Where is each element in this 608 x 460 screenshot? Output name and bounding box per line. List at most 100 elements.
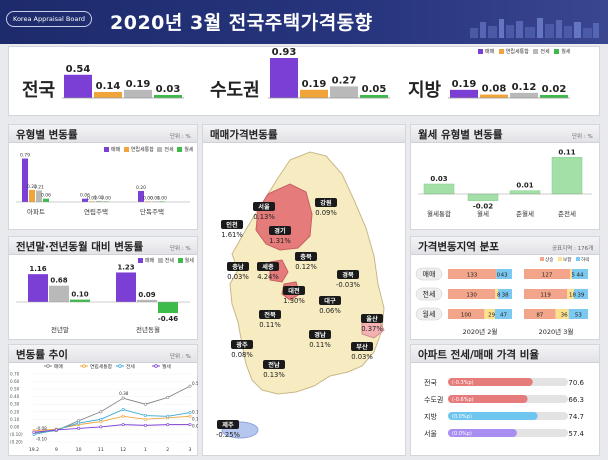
trend-x-tick: 10	[76, 447, 82, 453]
trend-point	[166, 423, 170, 427]
trend-point	[188, 414, 192, 418]
summary-bar	[270, 58, 298, 98]
dist-segment-label: 8	[497, 293, 501, 299]
map-region-name: 전북	[264, 311, 276, 319]
brand-badge: Korea Appraisal Board	[6, 11, 92, 27]
map-region-value: -0.03%	[336, 281, 361, 289]
dist-row-label: 매매	[423, 271, 436, 279]
prev-bar	[158, 302, 178, 314]
map-region-badge	[217, 420, 239, 429]
legend-label-jeonse: 전세	[164, 147, 174, 153]
trend-point	[143, 402, 147, 406]
summary-bar	[300, 89, 328, 98]
legend-label-jeonse: 전세	[164, 258, 174, 264]
type-bar	[82, 198, 88, 202]
ratio-fill	[448, 378, 533, 386]
monthly-bar	[551, 157, 583, 195]
legend-label-row: 연립세통합	[130, 147, 154, 153]
summary-bar	[510, 92, 538, 98]
map-panel-title: 매매가격변동률	[210, 129, 278, 141]
ratio-fill	[448, 395, 528, 403]
summary-region-name: 전국	[22, 80, 55, 101]
ratio-change: (-0.6%p)	[452, 397, 474, 403]
map-panel-header	[203, 125, 405, 143]
map-region-name: 경북	[342, 271, 354, 279]
type-bar-label: 0.00	[101, 195, 111, 201]
ratio-value: 70.6	[568, 379, 584, 387]
monthly-bar-label: -0.02	[473, 203, 493, 211]
dist-segment	[448, 309, 485, 319]
dist-segment-label: 5	[571, 273, 575, 279]
prev-category-label: 전년동월	[136, 325, 160, 334]
map-region-value: 1.30%	[283, 297, 305, 305]
trend-legend-label: 월세	[162, 363, 171, 370]
map-region-badge	[295, 252, 317, 261]
trend-x-tick: 1	[144, 447, 147, 453]
type-bar	[22, 158, 28, 202]
type-bar	[96, 200, 102, 202]
map-region-name: 제주	[222, 421, 234, 429]
type-bar	[103, 201, 109, 202]
dist-segment-label: 127	[542, 273, 553, 279]
trend-point	[166, 414, 170, 418]
dist-row-label: 월세	[423, 310, 436, 319]
legend-label-monthly: 월세	[561, 49, 571, 55]
map-region-badge	[263, 360, 285, 369]
dist-segment-label: 47	[500, 313, 507, 319]
legend-swatch-row	[123, 147, 129, 152]
type-bar-label: 0.20	[136, 185, 146, 191]
monthly-bar	[467, 193, 499, 201]
map-region-badge	[283, 286, 305, 295]
monthly-category-label: 월세	[477, 209, 489, 218]
dist-segment-label: 39	[577, 293, 584, 299]
prev-bar-label: 1.23	[117, 263, 134, 271]
type-panel-unit: 단위 : %	[170, 134, 191, 140]
prev-legend: 매매 전세 월세	[138, 257, 194, 264]
legend-swatch-jeonse	[157, 147, 163, 152]
trend-point	[77, 421, 81, 425]
map-region-name: 부산	[356, 343, 368, 351]
type-bar	[89, 201, 95, 202]
monthly-panel-header	[411, 125, 599, 143]
summary-bar-label: 0.12	[512, 82, 537, 93]
trend-y-tick: 0.10	[10, 417, 20, 422]
map-region-value: 0.37%	[361, 325, 383, 333]
prev-bar	[70, 299, 90, 302]
trend-point	[143, 417, 147, 421]
monthly-category-label: 월세통합	[427, 209, 451, 218]
dist-segment-label: 87	[536, 313, 543, 319]
type-bar	[159, 201, 165, 202]
type-bar-label: 0.06	[41, 193, 51, 199]
map-region-value: 1.61%	[221, 231, 243, 239]
map-region-badge	[227, 262, 249, 271]
trend-panel-title: 변동률 추이	[16, 349, 68, 361]
summary-chart: 전국 0.54 0.14 0.19 0.03 수도권 0.93 0.19 0.27 0.05 지방 0…	[22, 47, 570, 101]
dist-segment-label: 36	[561, 313, 568, 319]
dist-segment	[524, 289, 568, 299]
summary-bar	[480, 94, 508, 98]
korea-map: 서울 0.13% 인천 1.61% 경기 1.31% 강원 0.09% 충북 0.12% 충남 0.0…	[216, 151, 385, 439]
dist-segment-label: 29	[488, 313, 495, 319]
legend-label-jeonse: 전세	[540, 49, 550, 55]
legend-swatch-jeonse	[157, 258, 163, 263]
type-bar-label: 0.02	[94, 195, 104, 201]
map-region-badge	[351, 342, 373, 351]
summary-bar-label: 0.19	[302, 79, 327, 90]
trend-y-tick: (0.20)	[10, 440, 23, 445]
type-category-label: 단독주택	[140, 207, 164, 216]
type-bar	[36, 190, 42, 202]
trend-y-tick: 0.30	[10, 402, 20, 407]
type-panel-header	[9, 125, 197, 143]
trend-x-tick: 11	[98, 447, 104, 453]
summary-bar-label: 0.54	[66, 64, 91, 75]
trend-y-tick: 0.00	[10, 424, 20, 429]
map-region-value: -0.25%	[216, 431, 241, 439]
summary-bar	[94, 91, 122, 98]
trend-point	[188, 411, 192, 415]
ratio-panel-header	[411, 345, 599, 363]
map-region-name: 광주	[236, 341, 248, 349]
trend-legend-label: 전세	[126, 363, 135, 370]
map-region-value: 0.13%	[253, 213, 275, 221]
summary-region-name: 지방	[408, 80, 442, 101]
summary-bar	[154, 95, 182, 98]
